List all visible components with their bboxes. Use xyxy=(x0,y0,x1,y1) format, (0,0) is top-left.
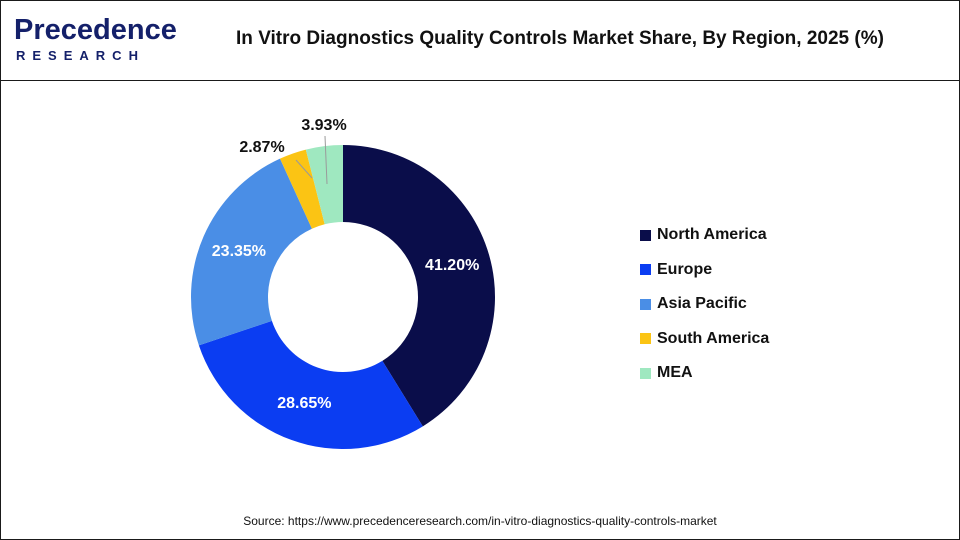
legend-label: Asia Pacific xyxy=(657,295,747,313)
legend-item-asia-pacific: Asia Pacific xyxy=(640,287,769,322)
slice-mea xyxy=(305,145,343,225)
legend-label: Europe xyxy=(657,260,713,278)
slice-asia-pacific xyxy=(190,158,312,346)
data-label-asia-pacific: 23.35% xyxy=(212,243,266,260)
source-note: Source: https://www.precedenceresearch.c… xyxy=(243,514,717,528)
slice-europe xyxy=(198,320,423,449)
data-label-south-america: 2.87% xyxy=(239,139,284,156)
brand-logo: Precedence RESEARCH xyxy=(14,14,177,64)
legend-item-south-america: South America xyxy=(640,322,769,357)
legend-swatch xyxy=(640,367,651,379)
legend-swatch xyxy=(640,333,651,345)
data-label-mea: 3.93% xyxy=(301,117,346,134)
logo-wordmark: Precedence xyxy=(14,14,177,46)
data-label-europe: 28.65% xyxy=(277,395,331,412)
logo-subtitle: RESEARCH xyxy=(16,48,145,63)
legend-swatch xyxy=(640,298,651,310)
chart-title: In Vitro Diagnostics Quality Controls Ma… xyxy=(236,28,884,49)
legend-item-mea: MEA xyxy=(640,356,769,391)
legend-item-europe: Europe xyxy=(640,253,769,288)
data-label-north-america: 41.20% xyxy=(425,257,479,274)
legend-swatch xyxy=(640,229,651,241)
header: Precedence RESEARCH In Vitro Diagnostics… xyxy=(0,0,960,80)
chart-legend: North America Europe Asia Pacific South Ame… xyxy=(640,218,769,391)
leader-line-south-america xyxy=(295,159,313,179)
slice-north-america xyxy=(343,145,496,427)
legend-item-north-america: North America xyxy=(640,218,769,253)
header-divider xyxy=(0,80,960,81)
leader-line-mea xyxy=(324,135,328,185)
legend-label: MEA xyxy=(657,364,693,382)
slice-south-america xyxy=(280,149,325,229)
legend-label: South America xyxy=(657,329,770,347)
legend-swatch xyxy=(640,264,651,276)
legend-label: North America xyxy=(657,226,767,244)
